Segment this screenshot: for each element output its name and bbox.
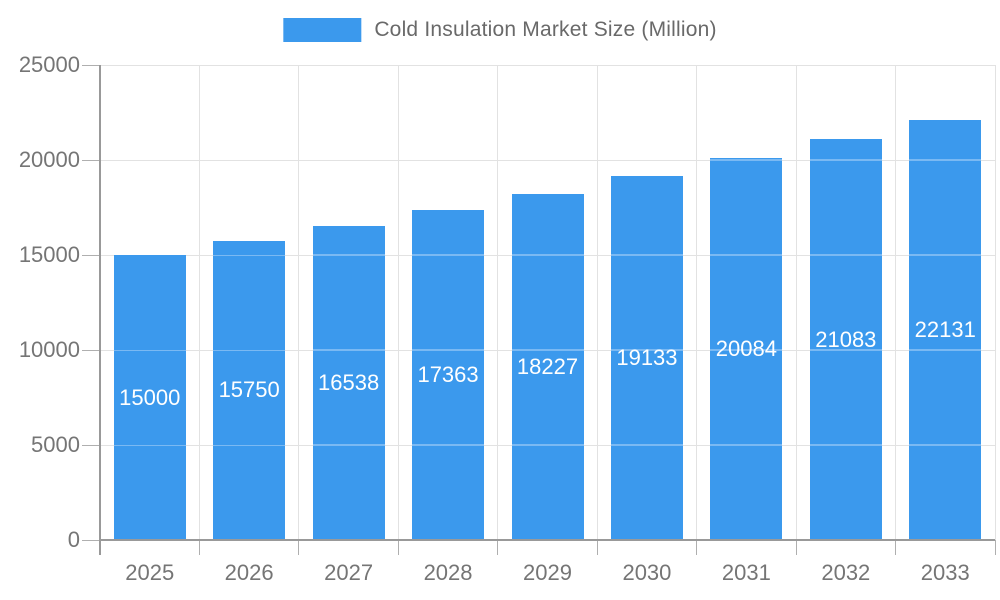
gridline-horizontal: [100, 159, 995, 161]
y-axis-label: 10000: [18, 337, 80, 362]
x-axis-label: 2029: [523, 560, 572, 585]
gridline-vertical: [696, 65, 698, 540]
x-axis-tick: [895, 540, 897, 555]
gridline-vertical: [895, 65, 897, 540]
gridline-vertical: [298, 65, 300, 540]
gridline-over-bar: [809, 254, 882, 256]
gridline-over-bar: [710, 254, 783, 256]
gridline-vertical: [198, 65, 200, 540]
x-axis-label: 2031: [721, 560, 771, 585]
gridline-over-bar: [610, 349, 683, 351]
y-axis-label: 0: [67, 527, 80, 552]
gridline-over-bar: [909, 349, 982, 351]
x-axis-label: 2028: [423, 560, 473, 585]
x-axis-tick: [696, 540, 698, 555]
gridline-over-bar: [610, 254, 683, 256]
x-axis-line: [99, 539, 995, 541]
bar-2027[interactable]: [312, 225, 385, 540]
gridline-over-bar: [213, 444, 286, 446]
x-axis-label: 2030: [622, 560, 672, 585]
gridline-horizontal: [100, 64, 995, 66]
x-axis-tick: [497, 540, 499, 555]
gridline-over-bar: [710, 349, 783, 351]
bar-value-label: 17363: [417, 362, 479, 388]
bar-2033[interactable]: [909, 119, 982, 540]
gridline-over-bar: [312, 349, 385, 351]
gridline-over-bar: [710, 444, 783, 446]
gridline-over-bar: [610, 444, 683, 446]
bar-2028[interactable]: [412, 210, 485, 540]
gridline-over-bar: [213, 254, 286, 256]
gridline-over-bar: [511, 444, 584, 446]
bar-value-label: 15000: [119, 384, 181, 410]
legend: Cold Insulation Market Size (Million): [283, 18, 716, 42]
gridline-over-bar: [113, 349, 186, 351]
y-axis-tick: [82, 159, 100, 161]
bar-value-label: 16538: [318, 369, 380, 395]
x-axis-tick: [795, 540, 797, 555]
x-axis-tick: [596, 540, 598, 555]
legend-item[interactable]: Cold Insulation Market Size (Million): [283, 18, 716, 42]
gridline-over-bar: [710, 159, 783, 161]
x-axis-tick: [298, 540, 300, 555]
gridline-vertical: [397, 65, 399, 540]
x-axis-label: 2026: [224, 560, 274, 585]
gridline-vertical: [795, 65, 797, 540]
bar-2030[interactable]: [610, 176, 683, 540]
bar-value-label: 21083: [815, 326, 877, 352]
y-axis-line: [99, 65, 101, 555]
y-axis-tick: [82, 64, 100, 66]
bar-value-label: 22131: [914, 316, 976, 342]
bar-value-label: 20084: [715, 336, 777, 362]
gridline-vertical: [994, 65, 996, 540]
gridline-vertical: [596, 65, 598, 540]
gridline-vertical: [497, 65, 499, 540]
gridline-over-bar: [113, 444, 186, 446]
gridline-over-bar: [511, 349, 584, 351]
gridline-over-bar: [213, 349, 286, 351]
y-axis-label: 25000: [18, 52, 80, 77]
bar-2031[interactable]: [710, 158, 783, 540]
gridline-over-bar: [412, 349, 485, 351]
bar-2026[interactable]: [213, 240, 286, 540]
x-axis-tick: [397, 540, 399, 555]
x-axis-tick: [198, 540, 200, 555]
bar-2029[interactable]: [511, 193, 584, 540]
x-axis-label: 2033: [920, 560, 970, 585]
y-axis-tick: [82, 349, 100, 351]
y-axis-tick: [82, 254, 100, 256]
y-axis-label: 15000: [18, 242, 80, 267]
x-axis-tick: [994, 540, 996, 555]
x-axis-label: 2025: [125, 560, 175, 585]
bar-value-label: 19133: [616, 345, 678, 371]
legend-label: Cold Insulation Market Size (Million): [374, 18, 717, 41]
bar-value-label: 18227: [516, 353, 579, 379]
y-axis-tick: [82, 444, 100, 446]
gridline-over-bar: [909, 159, 982, 161]
bar-value-label: 15750: [218, 377, 280, 403]
gridline-over-bar: [809, 159, 882, 161]
gridline-over-bar: [412, 444, 485, 446]
gridline-over-bar: [909, 444, 982, 446]
x-axis-label: 2027: [324, 560, 374, 585]
bar-2032[interactable]: [809, 139, 882, 540]
gridline-over-bar: [809, 444, 882, 446]
gridline-over-bar: [312, 444, 385, 446]
y-axis-tick: [82, 539, 100, 541]
gridline-over-bar: [809, 349, 882, 351]
y-axis-label: 20000: [18, 147, 80, 172]
bar-2025[interactable]: [113, 255, 186, 540]
legend-color-swatch: [283, 18, 362, 42]
x-axis-label: 2032: [821, 560, 871, 585]
y-axis-label: 5000: [31, 432, 80, 457]
gridline-over-bar: [312, 254, 385, 256]
gridline-over-bar: [909, 254, 982, 256]
gridline-over-bar: [511, 254, 584, 256]
gridline-over-bar: [412, 254, 485, 256]
